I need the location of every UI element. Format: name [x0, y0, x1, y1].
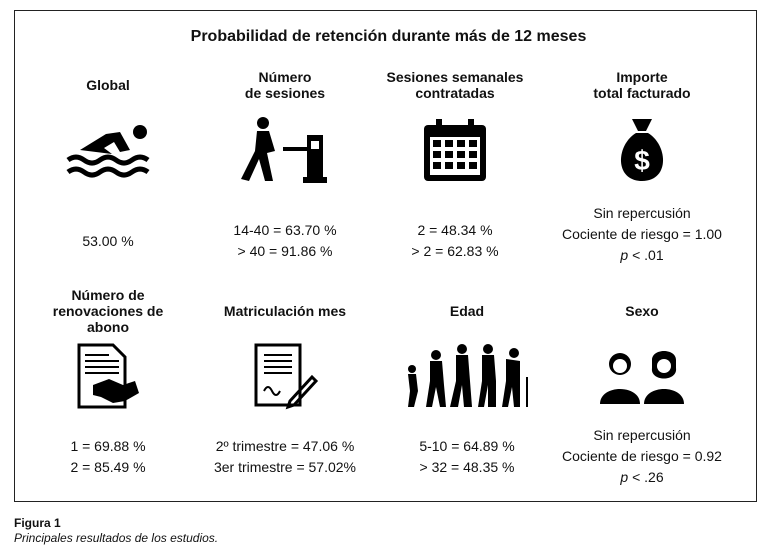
value: 1 = 69.88 %: [70, 438, 146, 454]
value: Sin repercusión: [593, 204, 691, 221]
value: 14-40 = 63.70 %: [233, 222, 337, 238]
value: 2 = 85.49 %: [70, 459, 146, 475]
value: Sin repercusión: [593, 426, 691, 443]
heading: Sexo: [625, 303, 659, 319]
heading: contratadas: [415, 85, 495, 101]
heading: total facturado: [593, 85, 691, 101]
heading: Importe: [616, 69, 668, 85]
heading: Número: [258, 69, 312, 85]
value: 5-10 = 64.89 %: [419, 438, 515, 454]
figure-frame: [14, 10, 757, 502]
figure-caption: Principales resultados de los estudios.: [14, 531, 219, 545]
heading: renovaciones de: [52, 303, 164, 319]
cell-numero-sesiones: Número de sesiones 14-40 = 63.70 % > 40 = …: [190, 60, 380, 276]
value: 3er trimestre = 57.02%: [213, 459, 356, 475]
swimmer-icon: [13, 110, 203, 190]
cell-importe: Importe total facturado $ Sin repercusión…: [547, 60, 737, 274]
value: 53.00 %: [82, 232, 134, 249]
p-value: p < .01: [620, 246, 664, 263]
money-bag-icon: $: [547, 110, 737, 190]
cell-renovaciones: Número de renovaciones de abono 1 = 69.88 …: [13, 286, 203, 492]
document-signing-icon: [190, 336, 380, 416]
heading: abono: [87, 319, 129, 335]
p-value: p < .26: [620, 468, 664, 485]
heading: Matriculación mes: [223, 303, 347, 319]
value: 2º trimestre = 47.06 %: [215, 438, 355, 454]
heading: Número de: [71, 287, 145, 303]
value: > 40 = 91.86 %: [237, 243, 333, 259]
cell-matriculacion: Matriculación mes 2º trimestre = 47.06 %…: [190, 286, 380, 492]
figure-label: Figura 1: [14, 516, 61, 530]
heading: Sesiones semanales: [386, 69, 524, 85]
cell-edad: Edad 5-10 = 64.89 % > 32 = 48.35 %: [372, 286, 562, 492]
man-woman-icon: [547, 336, 737, 416]
heading: Edad: [449, 303, 485, 319]
value: Cociente de riesgo = 1.00: [562, 225, 722, 242]
turnstile-walker-icon: [190, 110, 380, 190]
svg-text:$: $: [634, 145, 650, 176]
aging-people-icon: [372, 336, 562, 416]
cell-global: Global 53.00 %: [13, 60, 203, 276]
contract-handshake-icon: [13, 336, 203, 416]
heading: Global: [86, 77, 130, 93]
value: > 32 = 48.35 %: [419, 459, 515, 475]
value: > 2 = 62.83 %: [411, 243, 499, 259]
figure-title: Probabilidad de retención durante más de…: [190, 28, 587, 45]
value: Cociente de riesgo = 0.92: [562, 447, 722, 464]
cell-sexo: Sexo Sin repercusión Cociente de riesgo =…: [547, 286, 737, 496]
value: 2 = 48.34 %: [417, 222, 493, 238]
heading: de sesiones: [244, 85, 326, 101]
calendar-icon: [360, 110, 550, 190]
cell-sesiones-semanales: Sesiones semanales contratadas 2 = 48.34 …: [360, 60, 550, 276]
